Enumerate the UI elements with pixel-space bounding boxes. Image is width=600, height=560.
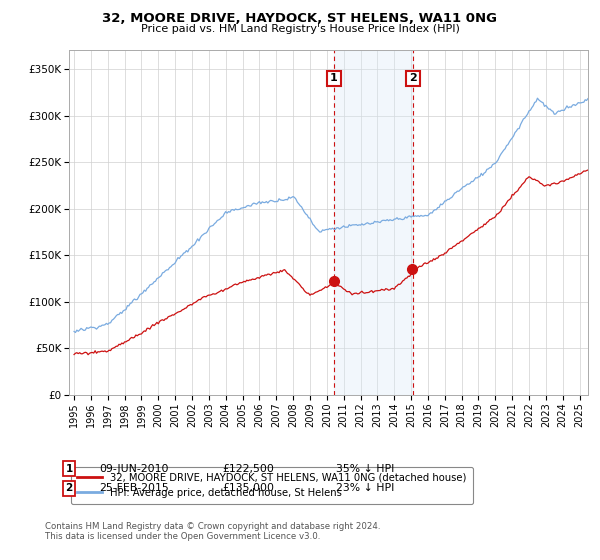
Legend: 32, MOORE DRIVE, HAYDOCK, ST HELENS, WA11 0NG (detached house), HPI: Average pri: 32, MOORE DRIVE, HAYDOCK, ST HELENS, WA1… <box>71 467 473 504</box>
Text: Price paid vs. HM Land Registry's House Price Index (HPI): Price paid vs. HM Land Registry's House … <box>140 24 460 34</box>
Text: 1: 1 <box>330 73 338 83</box>
Text: Contains HM Land Registry data © Crown copyright and database right 2024.
This d: Contains HM Land Registry data © Crown c… <box>45 522 380 542</box>
Bar <box>334 50 413 395</box>
Text: 25-FEB-2015: 25-FEB-2015 <box>99 483 169 493</box>
Text: 09-JUN-2010: 09-JUN-2010 <box>99 464 169 474</box>
Text: 23% ↓ HPI: 23% ↓ HPI <box>336 483 394 493</box>
Text: £135,000: £135,000 <box>222 483 274 493</box>
Text: 2: 2 <box>65 483 73 493</box>
Text: 32, MOORE DRIVE, HAYDOCK, ST HELENS, WA11 0NG: 32, MOORE DRIVE, HAYDOCK, ST HELENS, WA1… <box>103 12 497 25</box>
Text: 2: 2 <box>409 73 417 83</box>
Text: 35% ↓ HPI: 35% ↓ HPI <box>336 464 394 474</box>
Text: 1: 1 <box>65 464 73 474</box>
Text: £122,500: £122,500 <box>222 464 274 474</box>
